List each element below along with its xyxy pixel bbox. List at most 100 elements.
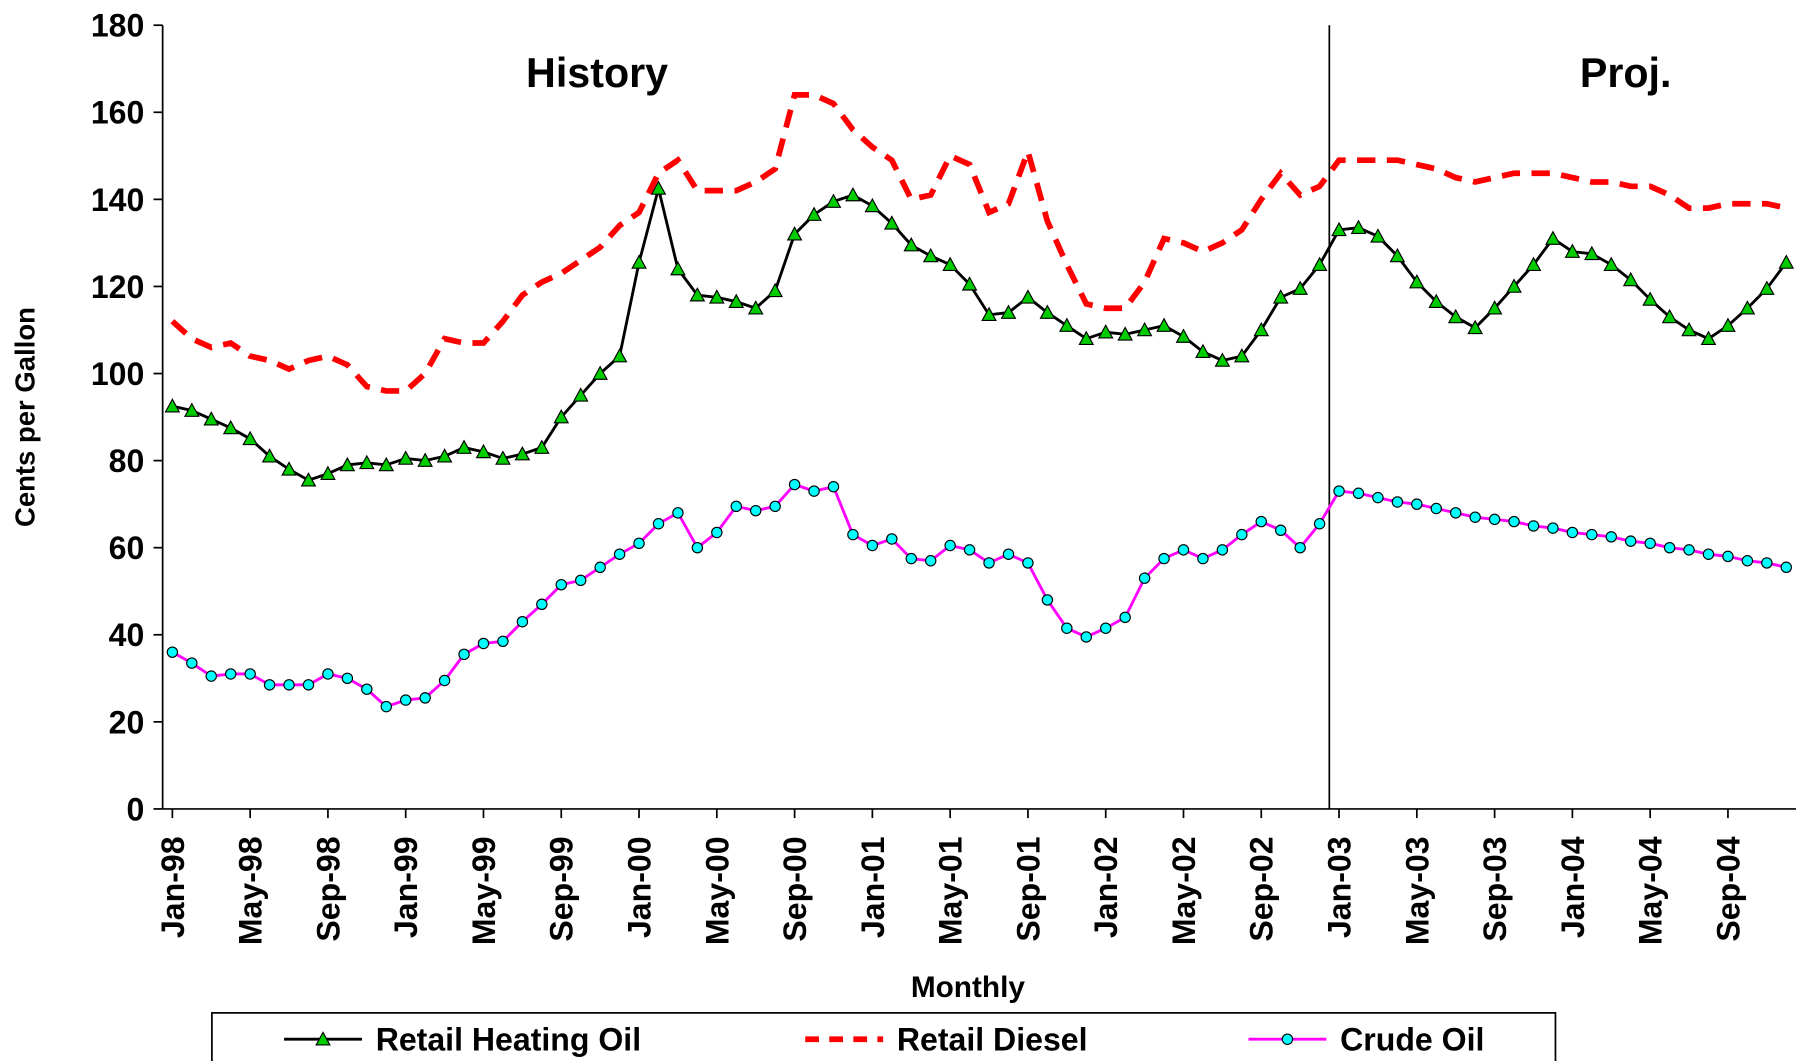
y-tick-label: 160 <box>91 95 144 131</box>
x-tick-label: Sep-99 <box>544 836 580 941</box>
data-point <box>361 683 373 695</box>
data-point <box>1408 274 1425 289</box>
data-point <box>747 300 764 315</box>
data-point <box>1644 537 1656 550</box>
data-point <box>1428 293 1445 308</box>
x-tick-label: Sep-03 <box>1477 836 1513 941</box>
data-point <box>825 193 842 208</box>
data-point <box>417 452 433 467</box>
data-point <box>1039 304 1056 319</box>
data-point <box>944 539 956 552</box>
data-point <box>1739 300 1756 315</box>
data-point <box>808 485 820 497</box>
legend-label: Crude Oil <box>1340 1022 1484 1058</box>
data-point <box>164 398 181 413</box>
data-point <box>961 276 978 291</box>
data-point <box>1197 552 1209 565</box>
data-point <box>242 430 258 446</box>
data-point <box>438 674 451 687</box>
data-point <box>1002 548 1015 560</box>
data-point <box>302 679 315 691</box>
data-point <box>650 180 667 195</box>
data-point <box>320 465 336 480</box>
x-tick-label: Sep-00 <box>777 836 813 941</box>
data-point <box>1177 544 1190 556</box>
data-point <box>594 561 606 574</box>
data-point <box>380 700 392 713</box>
data-point <box>224 668 237 680</box>
data-point <box>922 247 939 263</box>
y-tick-label: 140 <box>91 182 144 218</box>
series-line <box>170 92 1787 394</box>
data-point <box>436 448 453 463</box>
data-point <box>924 555 937 567</box>
data-point <box>845 186 861 202</box>
x-tick-label: May-01 <box>933 836 969 945</box>
data-point <box>788 478 801 491</box>
data-point <box>1447 308 1464 324</box>
data-point <box>827 481 840 493</box>
data-point <box>592 365 608 380</box>
data-point <box>903 237 920 252</box>
data-point <box>1722 550 1734 563</box>
data-point <box>1545 230 1561 245</box>
x-tick-label: May-04 <box>1633 836 1669 945</box>
annotation: Proj. <box>1580 50 1672 96</box>
annotation: History <box>526 50 668 96</box>
data-point <box>283 679 295 691</box>
data-point <box>1661 308 1678 324</box>
x-tick-label: Jan-99 <box>388 836 424 938</box>
data-point <box>866 539 879 552</box>
data-point <box>263 679 276 691</box>
data-point <box>281 461 297 476</box>
data-point <box>806 206 822 221</box>
data-point <box>708 289 725 304</box>
data-point <box>1663 541 1676 554</box>
series-line <box>172 188 1788 482</box>
data-point <box>1020 289 1036 304</box>
legend-box <box>211 1012 1557 1061</box>
data-point <box>1022 557 1034 569</box>
data-point <box>1467 319 1484 335</box>
y-axis-title: Cents per Gallon <box>9 307 40 527</box>
data-point <box>1000 304 1017 319</box>
data-point <box>244 668 256 680</box>
data-point <box>711 526 723 539</box>
data-point <box>749 504 762 517</box>
x-tick-label: Sep-98 <box>310 836 346 941</box>
data-point <box>1389 247 1406 263</box>
data-point <box>633 537 645 550</box>
data-point <box>533 439 550 454</box>
data-point <box>1352 487 1365 499</box>
data-point <box>205 670 217 682</box>
data-point <box>458 648 470 661</box>
data-point <box>1097 324 1114 339</box>
data-point <box>1078 330 1095 345</box>
data-point <box>378 456 395 472</box>
data-point <box>419 692 431 704</box>
data-point <box>1700 330 1717 345</box>
data-point <box>1233 348 1250 363</box>
data-point <box>1702 548 1715 560</box>
x-tick-label: Jan-98 <box>155 836 191 938</box>
data-point <box>1253 321 1270 337</box>
y-tick-label: 20 <box>109 704 145 740</box>
data-point <box>1605 531 1618 543</box>
data-point <box>300 472 317 487</box>
data-point <box>456 439 472 454</box>
data-point <box>1158 552 1170 565</box>
data-point <box>1449 507 1462 519</box>
data-point <box>1486 300 1503 315</box>
data-point <box>553 408 570 424</box>
data-point <box>672 507 684 519</box>
data-point <box>1313 518 1326 530</box>
y-tick-label: 60 <box>109 530 145 566</box>
data-point <box>574 574 587 587</box>
data-point <box>1274 524 1287 536</box>
data-point <box>613 548 626 560</box>
data-point <box>1119 611 1131 624</box>
data-point <box>1586 528 1598 541</box>
data-point <box>983 557 995 569</box>
data-point <box>1469 511 1481 523</box>
data-point <box>358 454 375 470</box>
